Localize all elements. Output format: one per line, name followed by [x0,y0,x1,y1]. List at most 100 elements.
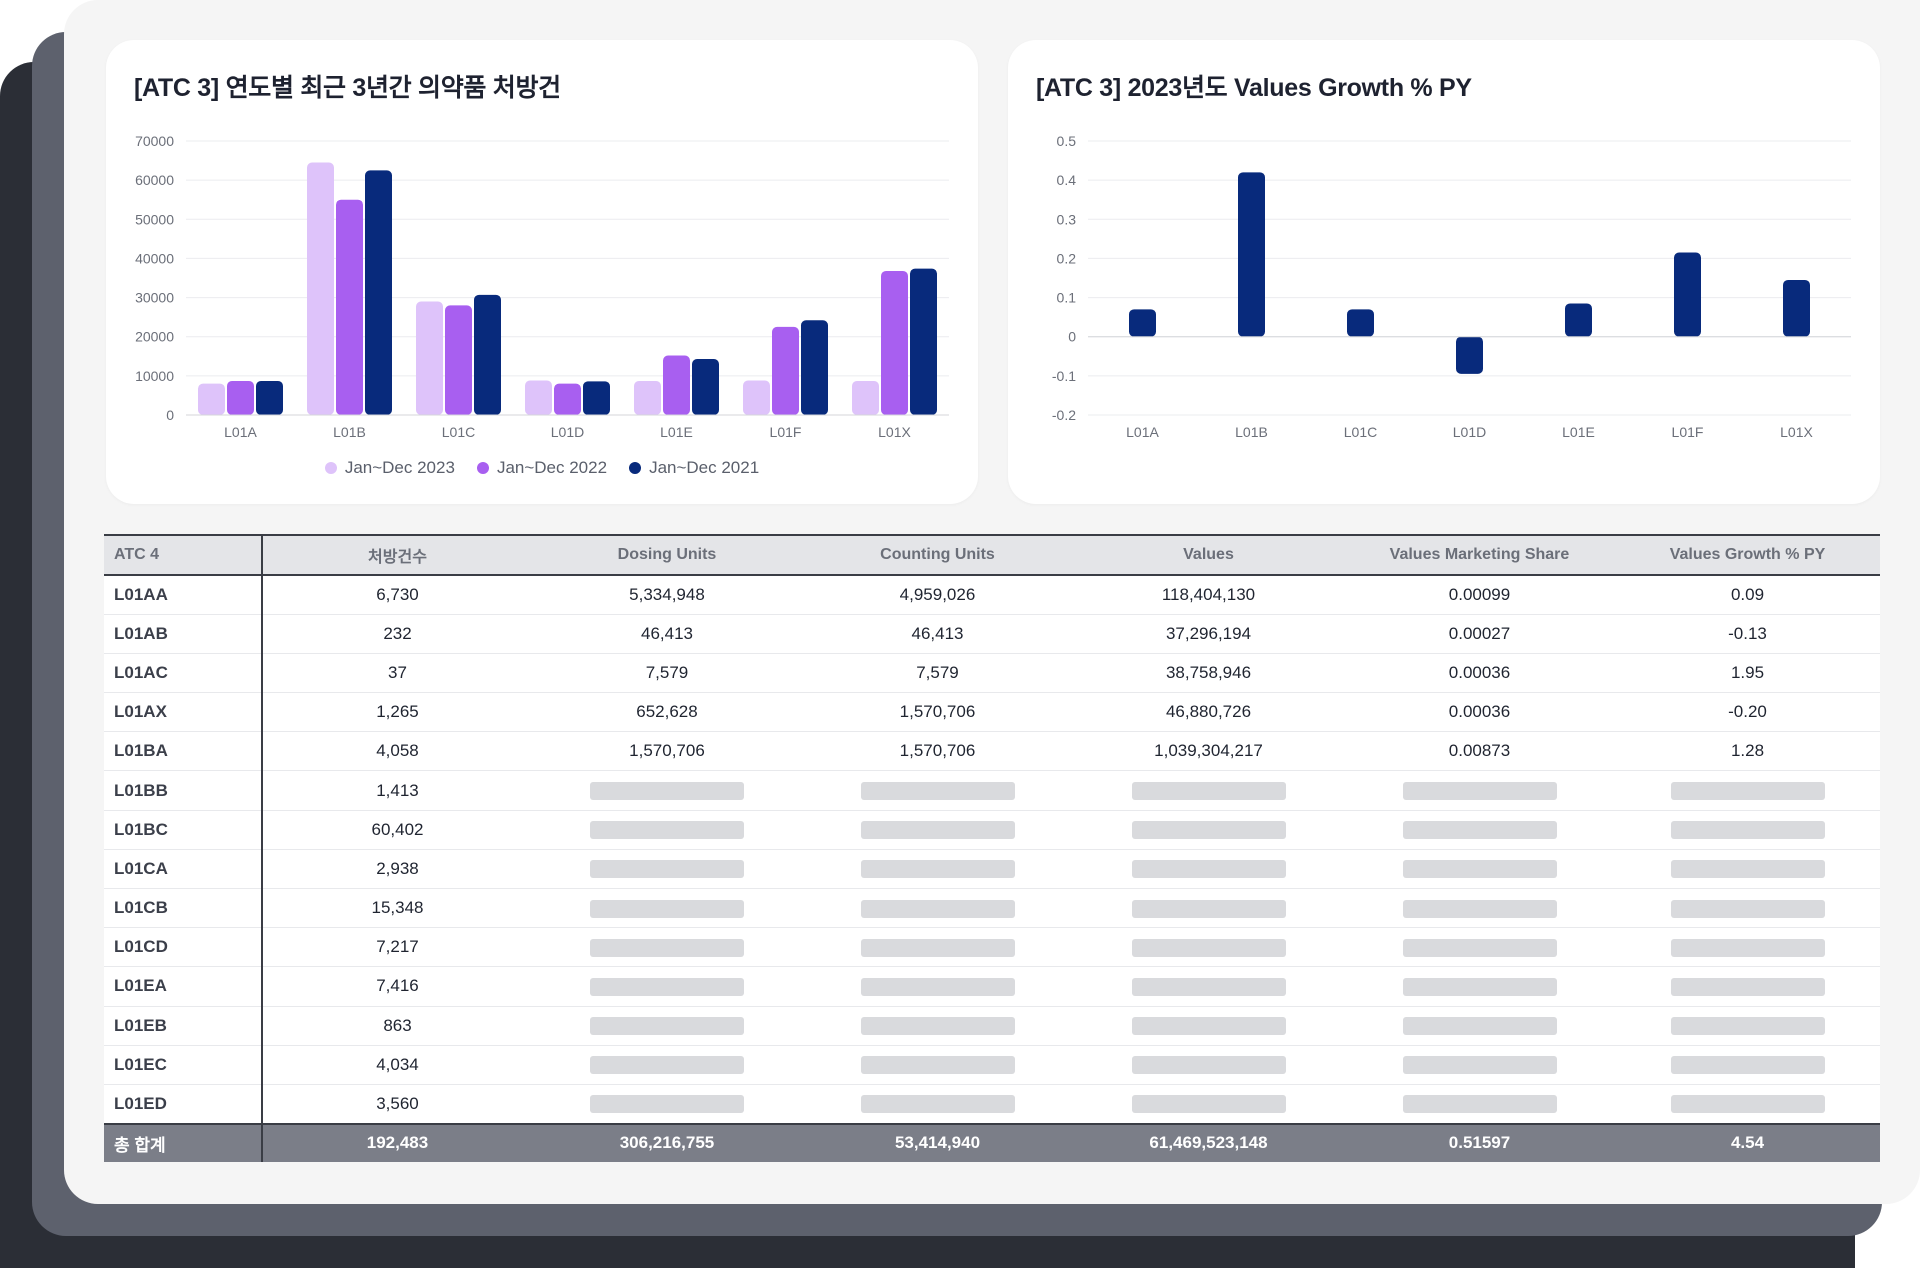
cell-dosing-units: 5,334,948 [532,575,802,615]
loading-skeleton-cell [802,888,1073,929]
cell-atc4-code: L01CB [104,888,263,929]
chart-bar[interactable] [307,162,334,415]
cell-counting-units: 1,570,706 [802,692,1073,733]
loading-skeleton-bar [590,899,744,918]
loading-skeleton-bar [1670,1017,1825,1036]
table-row[interactable]: L01AX 1,265 652,628 1,570,706 46,880,726 0.00… [104,692,1880,733]
loading-skeleton-bar [860,1095,1015,1114]
legend-item[interactable]: Jan~Dec 2023 [324,458,455,478]
header-values[interactable]: Values [1073,534,1344,576]
chart-bar[interactable] [1783,279,1810,337]
loading-skeleton-bar [590,860,744,879]
x-tick-label: L01D [551,424,584,440]
loading-skeleton-bar [1131,1017,1286,1036]
cell-atc4-code: L01BB [104,770,263,811]
y-tick-label: 40000 [135,250,174,266]
y-tick-label: -0.2 [1052,407,1076,423]
chart-bar[interactable] [365,170,392,415]
chart-bar[interactable] [910,268,937,415]
chart-bar[interactable] [1674,252,1701,337]
cell-dosing-units: 46,413 [532,614,802,654]
cell-atc4-code: L01EB [104,1006,263,1046]
loading-skeleton-bar [590,938,744,957]
table-row[interactable]: L01CA 2,938 [104,849,1880,890]
header-prescription-count[interactable]: 처방건수 [262,534,532,576]
chart-bar[interactable] [881,270,908,415]
loading-skeleton-cell [1073,1045,1344,1085]
chart-bar[interactable] [663,355,690,415]
loading-skeleton-bar [1670,1095,1825,1114]
chart-bar[interactable] [474,294,501,415]
cell-atc4-code: L01EC [104,1045,263,1085]
header-atc4[interactable]: ATC 4 [104,534,263,576]
chart-bar[interactable] [1456,336,1483,374]
legend-label: Jan~Dec 2023 [344,458,455,477]
loading-skeleton-cell [1615,1006,1880,1046]
header-counting-units[interactable]: Counting Units [802,534,1073,576]
legend-item[interactable]: Jan~Dec 2021 [629,458,759,478]
growth-bar-chart: -0.2 -0.1 0 0.1 0.2 0.3 0.4 0.5 L01A L01B L01C L01D… [1052,133,1851,440]
cell-prescription-count: 60,402 [262,810,532,850]
chart-bar[interactable] [227,380,254,415]
cell-values: 1,039,304,217 [1073,731,1344,772]
legend-item[interactable]: Jan~Dec 2022 [476,458,607,478]
loading-skeleton-cell [802,966,1073,1007]
chart-bar[interactable] [1238,172,1265,337]
chart-bar[interactable] [525,380,552,415]
chart-bar[interactable] [743,380,770,415]
loading-skeleton-cell [1615,1045,1880,1085]
table-row[interactable]: L01CB 15,348 [104,888,1880,929]
chart-bar[interactable] [583,381,610,415]
loading-skeleton-bar [1131,782,1286,801]
chart-bar[interactable] [198,383,225,415]
loading-skeleton-cell [1615,966,1880,1007]
loading-skeleton-bar [1670,1056,1825,1075]
chart-bar[interactable] [1129,309,1156,337]
cell-values-growth: 1.28 [1615,731,1880,772]
chart-bar[interactable] [692,359,719,415]
loading-skeleton-bar [1402,821,1557,840]
table-row[interactable]: L01CD 7,217 [104,927,1880,968]
chart-bar[interactable] [634,380,661,415]
table-row[interactable]: L01EC 4,034 [104,1045,1880,1085]
loading-skeleton-cell [802,1084,1073,1125]
loading-skeleton-bar [1402,1017,1557,1036]
cell-prescription-count: 15,348 [262,888,532,929]
cell-prescription-count: 863 [262,1006,532,1046]
cell-values-growth: -0.20 [1615,692,1880,733]
table-row[interactable]: L01EB 863 [104,1006,1880,1046]
header-values-marketing-share[interactable]: Values Marketing Share [1344,534,1615,576]
header-values-growth[interactable]: Values Growth % PY [1615,534,1880,576]
y-tick-label: 0 [166,407,174,423]
table-row[interactable]: L01EA 7,416 [104,966,1880,1007]
chart-bar[interactable] [256,380,283,415]
chart-bar[interactable] [801,320,828,415]
loading-skeleton-bar [860,782,1015,801]
table-row[interactable]: L01AA 6,730 5,334,948 4,959,026 118,404,130 0… [104,575,1880,615]
table-row[interactable]: L01AB 232 46,413 46,413 37,296,194 0.00027 -0.… [104,614,1880,654]
chart-bar[interactable] [554,383,581,415]
prescription-chart-legend: Jan~Dec 2023 Jan~Dec 2022 Jan~Dec 2021 [106,458,978,478]
chart-bar[interactable] [1565,303,1592,337]
table-row[interactable]: L01AC 37 7,579 7,579 38,758,946 0.00036 1.95 [104,653,1880,694]
x-tick-label: L01E [1562,424,1595,440]
table-row[interactable]: L01BC 60,402 [104,810,1880,850]
x-tick-label: L01C [442,424,475,440]
header-dosing-units[interactable]: Dosing Units [532,534,802,576]
table-row[interactable]: L01ED 3,560 [104,1084,1880,1125]
cell-atc4-code: L01CD [104,927,263,968]
loading-skeleton-cell [802,1045,1073,1085]
table-row[interactable]: L01BB 1,413 [104,770,1880,811]
loading-skeleton-cell [532,810,802,850]
chart-bar[interactable] [852,380,879,415]
chart-bar[interactable] [416,301,443,415]
x-tick-label: L01D [1453,424,1486,440]
chart-bar[interactable] [445,305,472,415]
loading-skeleton-cell [532,927,802,968]
chart-bar[interactable] [772,326,799,415]
table-row[interactable]: L01BA 4,058 1,570,706 1,570,706 1,039,304,21… [104,731,1880,772]
chart-bar[interactable] [1347,309,1374,337]
chart-bar[interactable] [336,199,363,415]
cell-atc4-code: L01ED [104,1084,263,1125]
cell-values-marketing-share: 0.00027 [1344,614,1615,654]
